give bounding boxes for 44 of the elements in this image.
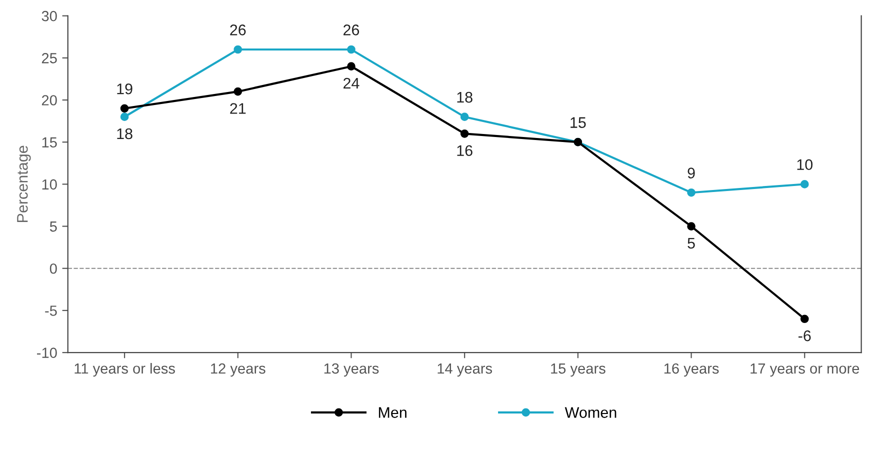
- x-tick-label: 17 years or more: [750, 364, 860, 377]
- data-label: 21: [230, 103, 246, 114]
- point: [120, 104, 129, 113]
- legend-label: Women: [564, 407, 616, 418]
- data-label: 15: [570, 117, 586, 128]
- point: [234, 87, 242, 96]
- y-tick-label: 15: [42, 137, 57, 148]
- data-label: 16: [457, 145, 472, 156]
- data-label: -6: [798, 330, 811, 342]
- y-tick-label: 30: [42, 10, 57, 22]
- data-label: 24: [344, 78, 360, 89]
- point: [120, 112, 129, 122]
- x-tick-label: 14 years: [438, 364, 492, 377]
- point: [460, 112, 469, 122]
- y-tick-label: 20: [42, 95, 57, 106]
- point: [460, 130, 469, 138]
- data-label: 19: [117, 83, 132, 94]
- point: [347, 45, 356, 54]
- y-tick-label: 0: [50, 263, 57, 274]
- legend-label: Men: [378, 407, 406, 418]
- point: [687, 222, 696, 230]
- data-label: 5: [688, 238, 695, 249]
- y-axis-title: Percentage: [17, 146, 31, 222]
- point: [687, 188, 696, 197]
- data-label: 18: [457, 92, 472, 103]
- x-tick-label: 11 years or less: [74, 362, 175, 377]
- point: [800, 180, 809, 188]
- x-tick-label: 13 years: [324, 363, 379, 377]
- point: [347, 62, 356, 70]
- point: [234, 45, 242, 54]
- x-tick-label: 16 years: [664, 363, 719, 377]
- data-label: 26: [230, 24, 246, 36]
- point: [800, 314, 809, 324]
- y-tick-label: 25: [42, 53, 57, 64]
- data-label: 10: [797, 159, 813, 170]
- data-label: 18: [117, 128, 132, 140]
- x-tick-label: 15 years: [551, 364, 606, 377]
- x-tick-label: 12 years: [211, 363, 266, 377]
- y-tick-label: -10: [37, 348, 57, 358]
- y-tick-label: -5: [45, 306, 57, 316]
- y-tick-label: 10: [42, 179, 57, 190]
- y-tick-label: 5: [50, 222, 57, 232]
- data-label: 9: [688, 168, 695, 178]
- data-label: 26: [344, 24, 360, 36]
